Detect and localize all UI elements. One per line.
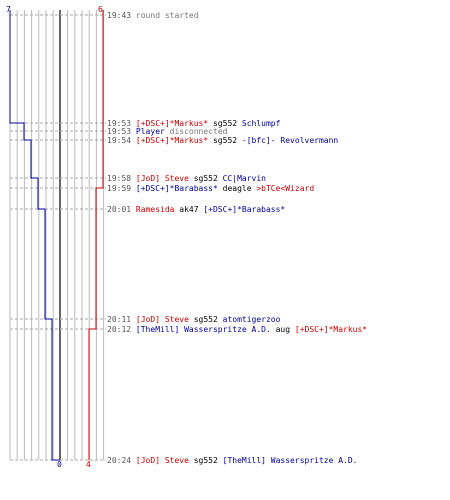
- red-team-end-count: 4: [86, 460, 91, 469]
- event-killer: [JoD] Steve: [135, 456, 189, 465]
- blue-team-end-count: 0: [57, 460, 62, 469]
- event-weapon: ak47: [174, 205, 204, 214]
- event-victim: [+DSC+]*Markus*: [294, 325, 368, 334]
- event-killer: [JoD] Steve: [135, 174, 189, 183]
- event-victim: Schlumpf: [241, 119, 281, 128]
- event-row: 19:59 [+DSC+]*Barabass* deagle >bTCe<Wiz…: [107, 184, 314, 193]
- event-weapon: sg552: [188, 174, 223, 183]
- event-weapon: deagle: [217, 184, 257, 193]
- event-row: 19:43 round started: [107, 11, 199, 20]
- event-weapon: sg552: [208, 136, 242, 145]
- red-team-alive-line: [88, 10, 104, 460]
- event-victim: >bTCe<Wizard: [256, 184, 315, 193]
- event-killer: [+DSC+]*Markus*: [135, 136, 209, 145]
- blue-team-start-count: 7: [6, 5, 11, 14]
- event-killer: [JoD] Steve: [135, 315, 189, 324]
- event-victim: CC|Marvin: [222, 174, 266, 183]
- event-killer: [TheMill] Wasserspritze A.D.: [135, 325, 271, 334]
- event-time: 19:53: [107, 127, 132, 136]
- event-time: 19:54: [107, 136, 132, 145]
- event-action: disconnected: [164, 127, 228, 136]
- blue-team-alive-line: [9, 10, 60, 461]
- event-time: 20:01: [107, 205, 132, 214]
- event-victim: atomtigerzoo: [222, 315, 281, 324]
- event-time: 20:24: [107, 456, 132, 465]
- event-player: Player: [135, 127, 165, 136]
- event-time: 20:11: [107, 315, 132, 324]
- event-row: 20:12 [TheMill] Wasserspritze A.D. aug […: [107, 325, 367, 334]
- event-time: 19:58: [107, 174, 132, 183]
- event-text-0: round started: [135, 11, 199, 20]
- event-weapon: sg552: [188, 456, 223, 465]
- event-victim: -[bfc]- Revolvermann: [241, 136, 339, 145]
- event-row: 20:24 [JoD] Steve sg552 [TheMill] Wasser…: [107, 456, 357, 465]
- event-row: 19:53 Player disconnected: [107, 127, 227, 136]
- event-time: 19:43: [107, 11, 132, 20]
- event-row: 19:53 [+DSC+]*Markus* sg552 Schlumpf: [107, 119, 280, 128]
- event-row: 19:54 [+DSC+]*Markus* sg552 -[bfc]- Revo…: [107, 136, 338, 145]
- red-team-start-count: 6: [98, 5, 103, 14]
- event-row: 20:01 Ramesida ak47 [+DSC+]*Barabass*: [107, 205, 285, 214]
- event-weapon: aug: [270, 325, 295, 334]
- event-weapon: sg552: [208, 119, 242, 128]
- event-killer: [+DSC+]*Markus*: [135, 119, 209, 128]
- event-time: 19:59: [107, 184, 132, 193]
- event-weapon: sg552: [188, 315, 223, 324]
- event-killer: Ramesida: [135, 205, 175, 214]
- event-killer: [+DSC+]*Barabass*: [135, 184, 218, 193]
- event-row: 19:58 [JoD] Steve sg552 CC|Marvin: [107, 174, 266, 183]
- event-victim: [+DSC+]*Barabass*: [203, 205, 286, 214]
- event-time: 20:12: [107, 325, 132, 334]
- event-time: 19:53: [107, 119, 132, 128]
- event-row: 20:11 [JoD] Steve sg552 atomtigerzoo: [107, 315, 280, 324]
- event-victim: [TheMill] Wasserspritze A.D.: [222, 456, 358, 465]
